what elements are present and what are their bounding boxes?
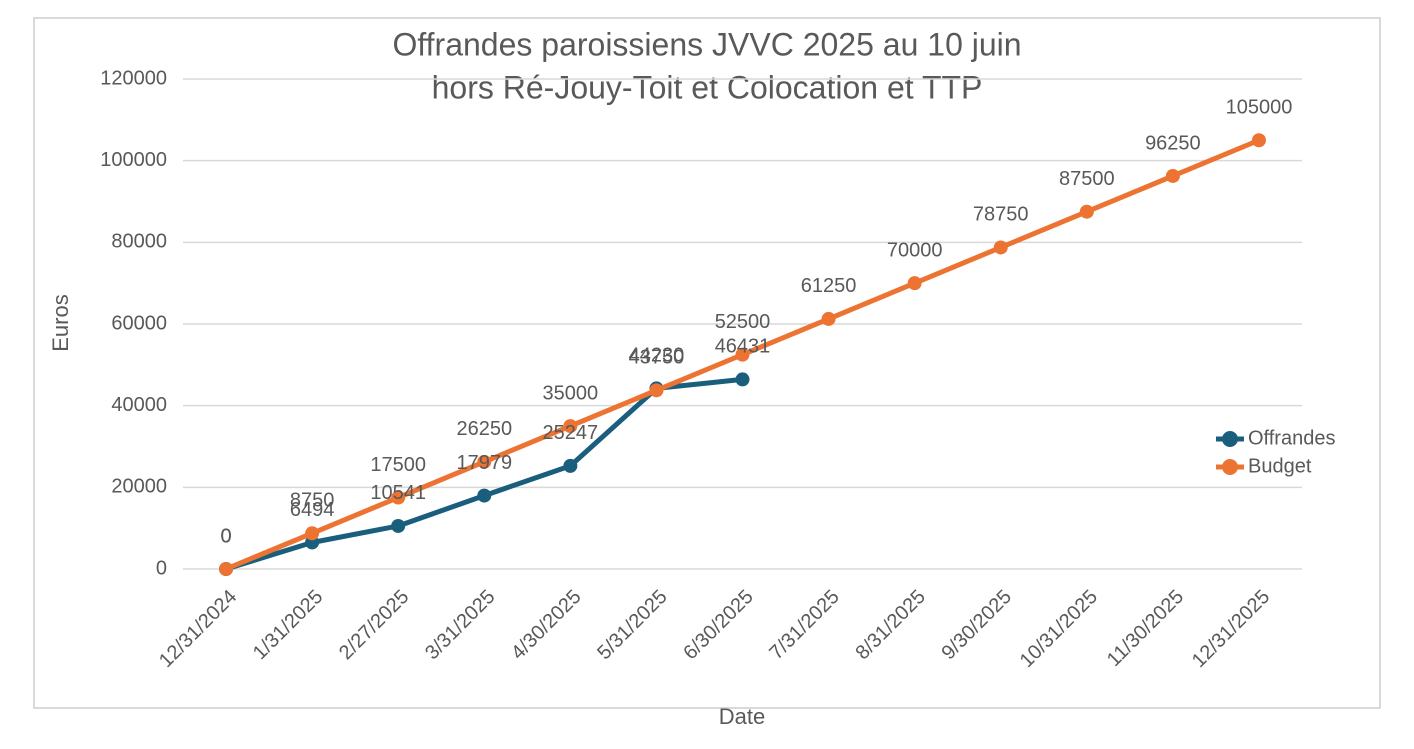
- data-point: [993, 240, 1008, 255]
- y-tick-label: 60000: [111, 312, 167, 334]
- data-label: 0: [220, 525, 231, 547]
- legend-label: Budget: [1248, 455, 1312, 477]
- data-label: 46431: [715, 336, 771, 358]
- data-label: 35000: [543, 382, 599, 404]
- legend-label: Offrandes: [1248, 427, 1335, 449]
- data-label: 43750: [629, 347, 685, 369]
- data-point: [477, 488, 492, 503]
- x-axis-label: Date: [719, 704, 765, 729]
- data-point: [649, 383, 664, 398]
- chart-border: [33, 17, 1381, 709]
- data-point: [1079, 204, 1094, 219]
- data-label: 105000: [1226, 97, 1293, 119]
- data-point: [821, 311, 836, 326]
- chart-title: hors Ré-Jouy-Toit et Colocation et TTP: [432, 69, 983, 105]
- y-tick-label: 20000: [111, 476, 167, 498]
- data-point: [563, 458, 578, 473]
- data-point: [391, 490, 406, 505]
- data-point: [1165, 168, 1180, 183]
- chart-title: Offrandes paroissiens JVVC 2025 au 10 ju…: [392, 26, 1021, 62]
- data-point: [1251, 133, 1266, 148]
- data-label: 61250: [801, 275, 857, 297]
- data-label: 70000: [887, 239, 943, 261]
- data-label: 10541: [370, 482, 426, 504]
- data-point: [219, 562, 234, 576]
- data-label: 78750: [973, 204, 1029, 226]
- data-point: [735, 372, 750, 387]
- data-label: 52500: [715, 311, 771, 333]
- data-label: 87500: [1059, 168, 1115, 190]
- data-label: 8750: [290, 490, 335, 512]
- data-point: [735, 347, 750, 362]
- data-label: 25247: [543, 422, 599, 444]
- data-point: [391, 518, 406, 533]
- y-tick-label: 120000: [100, 67, 167, 89]
- data-point: [477, 454, 492, 469]
- data-label: 44230: [629, 345, 685, 367]
- data-label: 6494: [290, 499, 335, 521]
- y-axis-label: Euros: [48, 294, 73, 351]
- data-point: [305, 526, 320, 541]
- y-tick-label: 0: [156, 557, 167, 579]
- data-label: 26250: [456, 418, 512, 440]
- legend-marker: [1222, 431, 1238, 447]
- data-label: 96250: [1145, 132, 1201, 154]
- y-tick-label: 100000: [100, 149, 167, 171]
- data-point: [907, 276, 922, 291]
- data-point: [563, 419, 578, 434]
- y-tick-label: 80000: [111, 231, 167, 253]
- data-label: 0: [220, 525, 231, 547]
- data-label: 17500: [370, 454, 426, 476]
- y-tick-label: 40000: [111, 394, 167, 416]
- data-label: 17979: [456, 452, 512, 474]
- legend-marker: [1222, 459, 1238, 475]
